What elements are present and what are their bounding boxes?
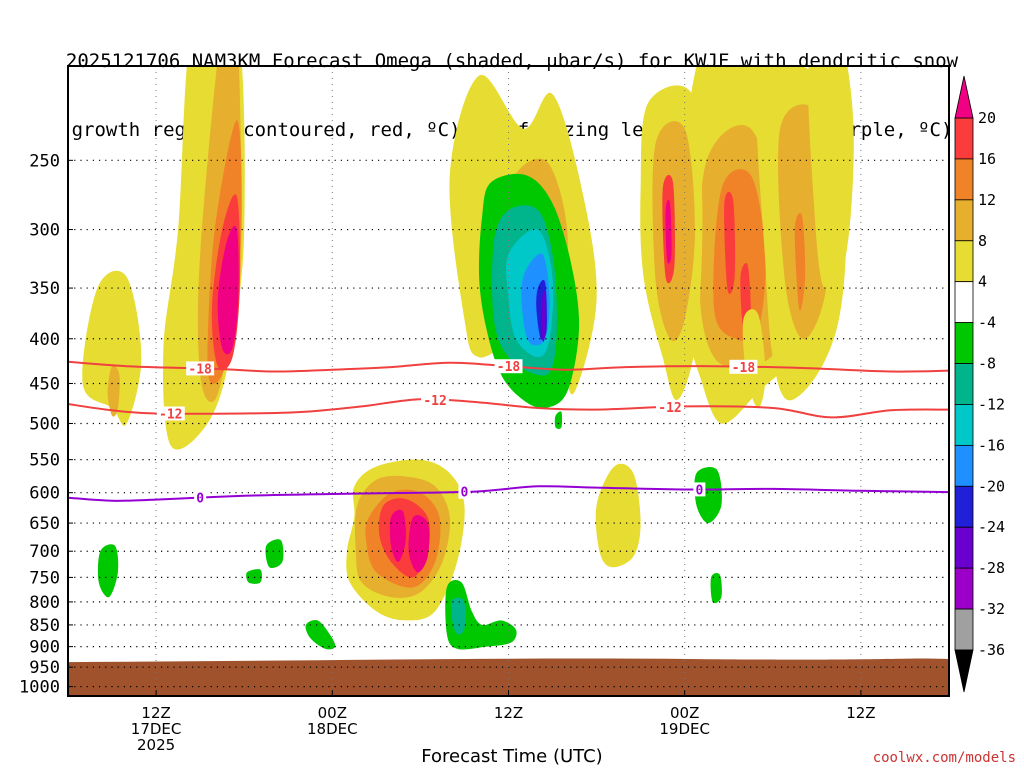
y-tick-label-700: 700 [29,542,60,562]
omega-region-41 [246,569,262,584]
y-tick-label-900: 900 [29,638,60,658]
x-axis-label: Forecast Time (UTC) [421,746,603,767]
colorbar-label--36: -36 [978,641,1005,659]
x-tick-label-36-1: 00Z [670,704,699,722]
dgz_top-label-bg-2 [729,359,758,374]
omega-region-6 [107,365,120,417]
y-tick-label-550: 550 [29,451,60,471]
y-tick-label-250: 250 [29,151,60,171]
dgz_bottom-label-0: -12 [159,407,182,422]
omega-region-25 [724,191,736,294]
colorbar-box-16 [954,158,974,201]
colorbar-box-12 [954,199,974,242]
omega-region-33 [794,213,806,311]
y-tick-label-850: 850 [29,616,60,636]
omega-region-38 [694,467,722,524]
colorbar-box--28 [954,567,974,610]
y-tick-label-600: 600 [29,484,60,504]
y-tick-label-400: 400 [29,330,60,350]
colorbar-box-20 [954,117,974,160]
colorbar-label--12: -12 [978,395,1005,413]
y-tick-label-450: 450 [29,374,60,394]
colorbar-label--20: -20 [978,477,1005,495]
colorbar-bottom-triangle [954,649,974,693]
omega-region-21 [541,290,546,342]
colorbar-label--24: -24 [978,518,1005,536]
omega-region-40 [265,539,284,569]
omega-region-36 [595,463,641,568]
colorbar-box--24 [954,526,974,569]
x-tick-label-36-2: 19DEC [659,720,710,738]
colorbar-label-20: 20 [978,109,996,127]
omega-region-34 [808,66,854,291]
x-tick-label-12-2: 18DEC [307,720,358,738]
colorbar-box-4 [954,281,974,324]
omega-region-43 [445,579,517,650]
dgz_bottom-label-2: -12 [658,401,681,416]
colorbar-label--8: -8 [978,355,996,373]
y-tick-label-500: 500 [29,414,60,434]
colorbar-box--32 [954,608,974,651]
omega-region-42 [305,620,336,650]
freezing_level-label-1: 0 [461,486,469,501]
omega-region-39 [97,544,119,598]
x-tick-label-48-1: 12Z [846,704,875,722]
colorbar-box--8 [954,363,974,405]
freezing_level-label-bg-0 [194,490,207,505]
freezing_level-label-bg-2 [693,482,706,497]
y-tick-label-350: 350 [29,279,60,299]
y-tick-label-650: 650 [29,514,60,534]
omega-region-44 [450,597,466,635]
dgz_bottom-label-bg-2 [656,399,685,414]
y-tick-label-800: 800 [29,593,60,613]
dgz_top-label-2: -18 [732,361,756,376]
colorbar-label--32: -32 [978,600,1005,618]
x-tick-label-0-1: 12Z [141,704,170,722]
freezing_level-contour [68,485,949,502]
omega-region-15 [408,515,430,573]
omega-region-4 [217,225,239,355]
x-tick-label-12-1: 00Z [318,704,347,722]
colorbar-label-4: 4 [978,273,987,291]
y-tick-label-1000: 1000 [19,678,60,698]
dgz_top-label-bg-1 [494,359,523,374]
omega-region-45 [710,573,722,604]
freezing_level-label-0: 0 [196,492,204,507]
dgz_top-label-bg-0 [186,361,215,376]
dgz_bottom-label-bg-1 [421,392,450,407]
colorbar-box--16 [954,444,974,487]
colorbar-box-8 [954,240,974,283]
colorbar-label--4: -4 [978,314,996,332]
omega-region-5 [82,270,142,426]
omega-region-35 [742,309,766,408]
dgz_top-contour [68,360,949,373]
colorbar-box--20 [954,485,974,528]
colorbar-label--16: -16 [978,436,1005,454]
y-tick-label-750: 750 [29,568,60,588]
omega-region-14 [389,509,406,562]
colorbar-box--4 [954,322,974,364]
dgz_top-label-1: -18 [497,360,521,375]
colorbar-top-triangle [954,75,974,119]
ground-terrain [68,658,949,696]
x-tick-label-0-3: 2025 [137,736,175,754]
colorbar-label--28: -28 [978,559,1005,577]
freezing_level-label-2: 0 [695,483,703,498]
x-tick-label-0-2: 17DEC [131,720,182,738]
omega-region-30 [665,199,672,264]
colorbar-label-12: 12 [978,191,996,209]
dgz_top-label-0: -18 [188,362,212,377]
dgz_bottom-label-bg-0 [156,406,185,421]
colorbar-label-8: 8 [978,232,987,250]
colorbar-box--12 [954,404,974,446]
freezing_level-label-bg-1 [458,484,471,499]
colorbar-label-16: 16 [978,150,996,168]
x-tick-label-24-1: 12Z [494,704,523,722]
y-tick-label-300: 300 [29,221,60,241]
dgz_bottom-label-1: -12 [423,394,446,409]
omega-region-46 [554,411,563,429]
y-tick-label-950: 950 [29,658,60,678]
source-credit: coolwx.com/models [872,750,1016,766]
